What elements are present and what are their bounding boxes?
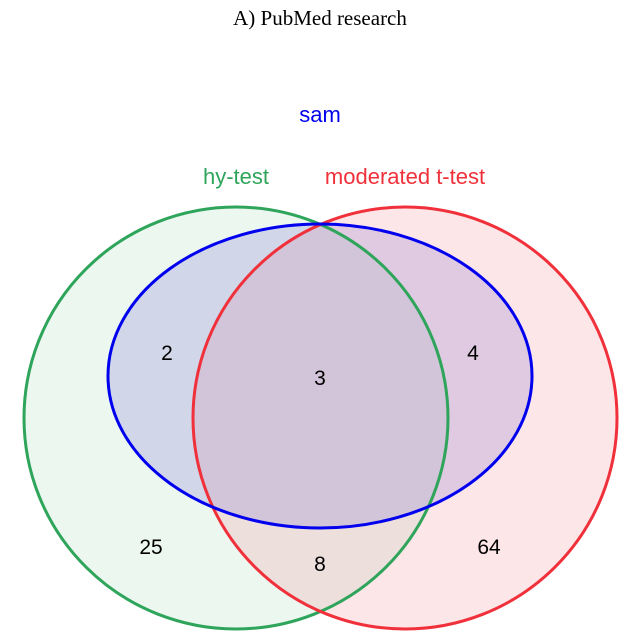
moderated-t-test-label: moderated t-test <box>325 164 485 189</box>
hy-test-set-outline <box>22 205 450 631</box>
count-hy-test-and-moderated: 8 <box>314 553 326 576</box>
sam-label: sam <box>299 102 341 127</box>
sam-set-outline <box>106 222 534 530</box>
hy-test-label: hy-test <box>203 164 269 189</box>
count-moderated-and-sam: 4 <box>467 342 479 365</box>
count-hy-test-only: 25 <box>139 536 162 559</box>
count-moderated-only: 64 <box>477 536 501 559</box>
moderated-t-test-set-outline <box>191 205 619 631</box>
count-all-three: 3 <box>314 367 326 390</box>
count-hy-test-and-sam: 2 <box>161 342 173 365</box>
diagram-title: A) PubMed research <box>233 6 407 30</box>
hy-test-set-fill <box>24 207 448 629</box>
sam-set-fill <box>108 224 532 528</box>
